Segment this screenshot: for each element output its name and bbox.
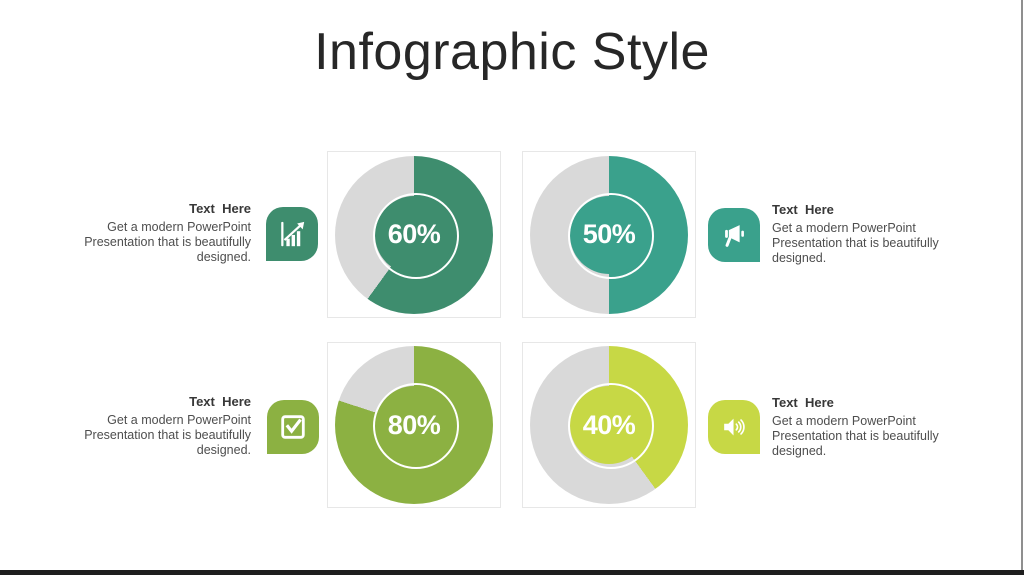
card-body: Get a modern PowerPoint Presentation tha… <box>84 413 251 457</box>
percent-label: 80% <box>387 409 441 440</box>
icon-badge <box>266 207 318 261</box>
icon-badge <box>708 400 760 454</box>
card-text-block: Text Here Get a modern PowerPoint Presen… <box>772 202 964 266</box>
pie-center-disc: 60% <box>375 195 453 274</box>
card-text-block: Text Here Get a modern PowerPoint Presen… <box>772 395 964 459</box>
card-body: Get a modern PowerPoint Presentation tha… <box>772 414 939 458</box>
percent-label: 50% <box>582 219 636 249</box>
card-heading: Text Here <box>772 395 834 410</box>
window-right-edge-line <box>1021 0 1023 571</box>
pie-chart: 60% <box>335 155 493 314</box>
percent-label: 60% <box>387 219 441 249</box>
page-title: Infographic Style <box>314 23 710 81</box>
pie-center-disc: 80% <box>375 386 453 464</box>
checkbox-checked-icon <box>281 415 305 439</box>
pie-center-disc: 50% <box>570 195 648 274</box>
card-heading: Text Here <box>189 201 251 216</box>
window-bottom-bar <box>0 570 1024 575</box>
chart-panel: 60% <box>327 151 501 318</box>
card-body: Get a modern PowerPoint Presentation tha… <box>772 221 939 265</box>
chart-panel: 40% <box>522 342 696 508</box>
percent-label: 40% <box>582 409 636 440</box>
pie-chart: 50% <box>530 155 688 314</box>
card-text-block: Text Here Get a modern PowerPoint Presen… <box>66 394 251 458</box>
pie-chart: 40% <box>530 346 688 504</box>
icon-badge <box>267 400 319 454</box>
megaphone-icon <box>725 225 744 247</box>
card-text-block: Text Here Get a modern PowerPoint Presen… <box>66 201 251 265</box>
icon-badge <box>708 208 760 262</box>
pie-center-disc: 40% <box>570 386 648 464</box>
card-heading: Text Here <box>189 394 251 409</box>
bar-chart-growth-icon <box>281 221 305 247</box>
pie-chart: 80% <box>335 346 493 504</box>
chart-panel: 80% <box>327 342 501 508</box>
chart-panel: 50% <box>522 151 696 318</box>
speaker-volume-icon <box>724 418 745 436</box>
card-heading: Text Here <box>772 202 834 217</box>
card-body: Get a modern PowerPoint Presentation tha… <box>84 220 251 264</box>
